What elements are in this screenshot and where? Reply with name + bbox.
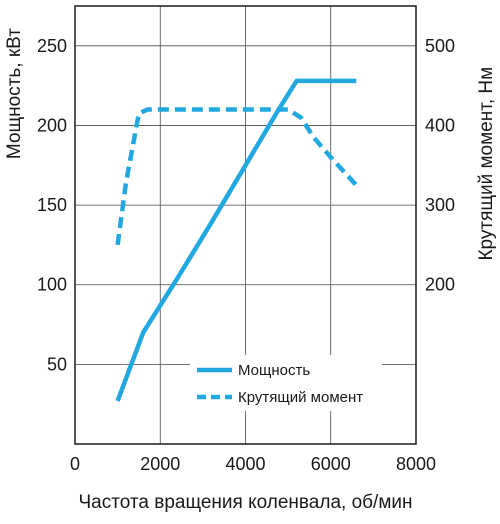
legend-label-power: Мощность bbox=[238, 362, 310, 379]
y-right-tick-label: 400 bbox=[425, 115, 455, 135]
x-tick-label: 6000 bbox=[311, 454, 351, 474]
y-right-tick-label: 500 bbox=[425, 36, 455, 56]
torque-series-line bbox=[115, 107, 358, 246]
y-right-tick-label: 200 bbox=[425, 275, 455, 295]
y-left-tick-label: 150 bbox=[37, 195, 67, 215]
legend: Мощность Крутящий момент bbox=[190, 355, 382, 411]
x-tick-label: 2000 bbox=[140, 454, 180, 474]
y-left-tick-label: 100 bbox=[37, 275, 67, 295]
power-series-line bbox=[115, 78, 357, 402]
y-left-tick-label: 250 bbox=[37, 36, 67, 56]
legend-background bbox=[190, 355, 382, 411]
ticks-layer: 0 2000 4000 6000 8000 50 100 150 200 250 200 300 400… bbox=[37, 36, 455, 474]
y-left-tick-label: 50 bbox=[47, 354, 67, 374]
legend-label-torque: Крутящий момент bbox=[238, 389, 363, 406]
plot-frame bbox=[74, 5, 417, 445]
x-tick-label: 0 bbox=[70, 454, 80, 474]
series-layer bbox=[115, 78, 358, 402]
y-axis-right-title: Крутящий момент, Нм bbox=[476, 67, 497, 261]
x-axis-title: Частота вращения коленвала, об/мин bbox=[79, 492, 413, 513]
y-left-tick-label: 200 bbox=[37, 115, 67, 135]
y-right-tick-label: 300 bbox=[425, 195, 455, 215]
x-tick-label: 4000 bbox=[225, 454, 265, 474]
y-axis-left-title: Мощность, кВт bbox=[4, 28, 25, 159]
x-tick-label: 8000 bbox=[396, 454, 436, 474]
